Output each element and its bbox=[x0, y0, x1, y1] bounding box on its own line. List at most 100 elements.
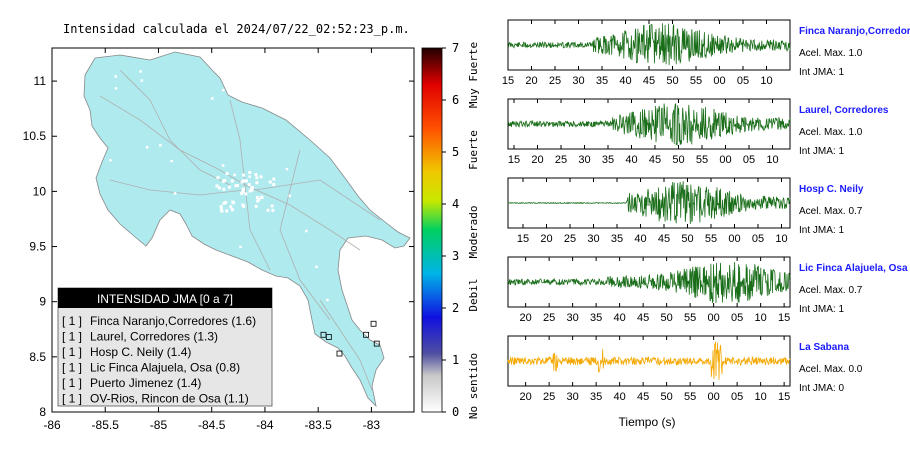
map-y-tick-label: 11 bbox=[34, 74, 47, 88]
waveform-tick-label: 50 bbox=[672, 154, 684, 166]
waveform-tick-label: 15 bbox=[778, 391, 790, 403]
waveform-station-name: Finca Naranjo,Corredor bbox=[799, 26, 910, 37]
waveform-tick-label: 40 bbox=[625, 154, 637, 166]
waveform-tick-label: 30 bbox=[567, 391, 579, 403]
waveform-tick-label: 15 bbox=[778, 312, 790, 324]
colorbar-tick-label: 5 bbox=[452, 145, 459, 159]
legend-item-level: [ 1 ] bbox=[62, 314, 82, 328]
waveform-tick-label: 50 bbox=[661, 391, 673, 403]
map-title: Intensidad calculada el 2024/07/22_02:52… bbox=[63, 22, 410, 36]
waveform-tick-label: 35 bbox=[590, 391, 602, 403]
town-marker bbox=[220, 209, 224, 213]
town-marker bbox=[305, 229, 308, 233]
town-marker bbox=[326, 298, 329, 302]
waveform-tick-label: 20 bbox=[520, 391, 532, 403]
town-marker bbox=[216, 176, 220, 180]
town-marker bbox=[114, 87, 118, 90]
town-marker bbox=[236, 184, 240, 188]
waveform-station-name: La Sabana bbox=[799, 342, 849, 353]
waveform-tick-label: 05 bbox=[752, 233, 764, 245]
waveform-tick-label: 30 bbox=[567, 312, 579, 324]
waveform-tick-label: 40 bbox=[619, 75, 631, 87]
waveform-tick-label: 35 bbox=[596, 75, 608, 87]
waveform-int: Int JMA: 1 bbox=[799, 67, 844, 78]
town-marker bbox=[225, 209, 229, 213]
waveform-tick-label: 10 bbox=[755, 391, 767, 403]
town-marker bbox=[158, 277, 162, 281]
town-marker bbox=[215, 184, 219, 188]
town-marker bbox=[240, 181, 244, 184]
station-marker bbox=[320, 331, 327, 338]
waveform-trace bbox=[507, 341, 791, 380]
waveform-panel: 20 25 30 35 40 45 50 55 00 05 10 15 La Sabana Acel. M… bbox=[507, 335, 863, 403]
waveform-tick-label: 00 bbox=[708, 391, 720, 403]
station-marker bbox=[373, 340, 380, 347]
town-marker bbox=[170, 159, 173, 163]
waveform-tick-label: 35 bbox=[602, 154, 614, 166]
waveform-int: Int JMA: 0 bbox=[799, 383, 844, 394]
waveform-tick-label: 20 bbox=[525, 75, 537, 87]
town-marker bbox=[239, 245, 242, 249]
town-marker bbox=[244, 192, 248, 196]
waveform-tick-label: 45 bbox=[643, 75, 655, 87]
waveform-station-name: Laurel, Corredores bbox=[799, 105, 889, 116]
town-marker bbox=[248, 170, 252, 174]
waveform-tick-label: 55 bbox=[696, 154, 708, 166]
waveform-tick-label: 45 bbox=[649, 154, 661, 166]
town-marker bbox=[243, 179, 247, 183]
town-marker bbox=[139, 70, 142, 73]
town-marker bbox=[244, 179, 248, 183]
colorbar-category-label: Moderado bbox=[467, 206, 480, 259]
town-marker bbox=[259, 195, 263, 199]
waveform-tick-label: 40 bbox=[634, 233, 646, 245]
waveform-tick-label: 45 bbox=[637, 391, 649, 403]
waveform-tick-label: 55 bbox=[684, 312, 696, 324]
town-marker bbox=[272, 177, 276, 181]
town-marker bbox=[285, 167, 289, 171]
station-marker bbox=[336, 350, 343, 357]
town-marker bbox=[271, 208, 275, 212]
town-marker bbox=[109, 158, 112, 162]
waveform-tick-label: 05 bbox=[743, 154, 755, 166]
colorbar-tick-label: 6 bbox=[452, 93, 459, 107]
map-y-axis: 8 8.5 9 9.5 10 10.5 11 bbox=[23, 74, 414, 419]
town-marker bbox=[327, 104, 330, 107]
legend-item-label: Lic Finca Alajuela, Osa (0.8) bbox=[90, 361, 240, 375]
town-marker bbox=[255, 181, 259, 185]
map-y-tick-label: 10 bbox=[33, 184, 47, 198]
map-y-tick-label: 9.5 bbox=[29, 240, 46, 254]
colorbar-tick-label: 2 bbox=[452, 301, 459, 315]
waveform-tick-label: 45 bbox=[637, 312, 649, 324]
waveform-tick-label: 50 bbox=[666, 75, 678, 87]
town-marker bbox=[315, 265, 318, 269]
map-y-tick-label: 8.5 bbox=[29, 350, 46, 364]
waveform-tick-label: 20 bbox=[531, 154, 543, 166]
waveform-tick-label: 15 bbox=[502, 75, 514, 87]
waveform-tick-label: 25 bbox=[564, 233, 576, 245]
waveform-panel: 20 25 30 35 40 45 50 55 00 05 10 15 Lic Finca Alajue… bbox=[507, 256, 908, 324]
waveform-tick-label: 00 bbox=[728, 233, 740, 245]
waveform-tick-label: 05 bbox=[737, 75, 749, 87]
waveform-int: Int JMA: 1 bbox=[799, 225, 844, 236]
town-marker bbox=[248, 189, 252, 193]
town-marker bbox=[254, 204, 258, 208]
town-marker bbox=[242, 204, 246, 208]
waveform-tick-label: 15 bbox=[517, 233, 529, 245]
colorbar-tick-label: 7 bbox=[452, 41, 459, 55]
colorbar-category-label: Muy Fuerte bbox=[467, 42, 480, 108]
waveform-tick-label: 30 bbox=[578, 154, 590, 166]
town-marker bbox=[257, 197, 261, 201]
waveform-panels: 15 20 25 30 35 40 45 50 55 00 05 10 Finca Naranjo,Co… bbox=[502, 19, 910, 403]
town-marker bbox=[270, 204, 274, 208]
waveform-acel: Acel. Max. 0.0 bbox=[799, 364, 863, 375]
town-marker bbox=[159, 144, 162, 147]
map-x-tick-label: -85 bbox=[150, 418, 168, 432]
town-marker bbox=[288, 194, 292, 198]
town-marker bbox=[381, 208, 385, 212]
map-y-tick-label: 8 bbox=[39, 405, 46, 419]
waveform-tick-label: 40 bbox=[614, 312, 626, 324]
town-marker bbox=[251, 277, 254, 281]
town-marker bbox=[361, 239, 365, 242]
town-marker bbox=[355, 173, 359, 177]
